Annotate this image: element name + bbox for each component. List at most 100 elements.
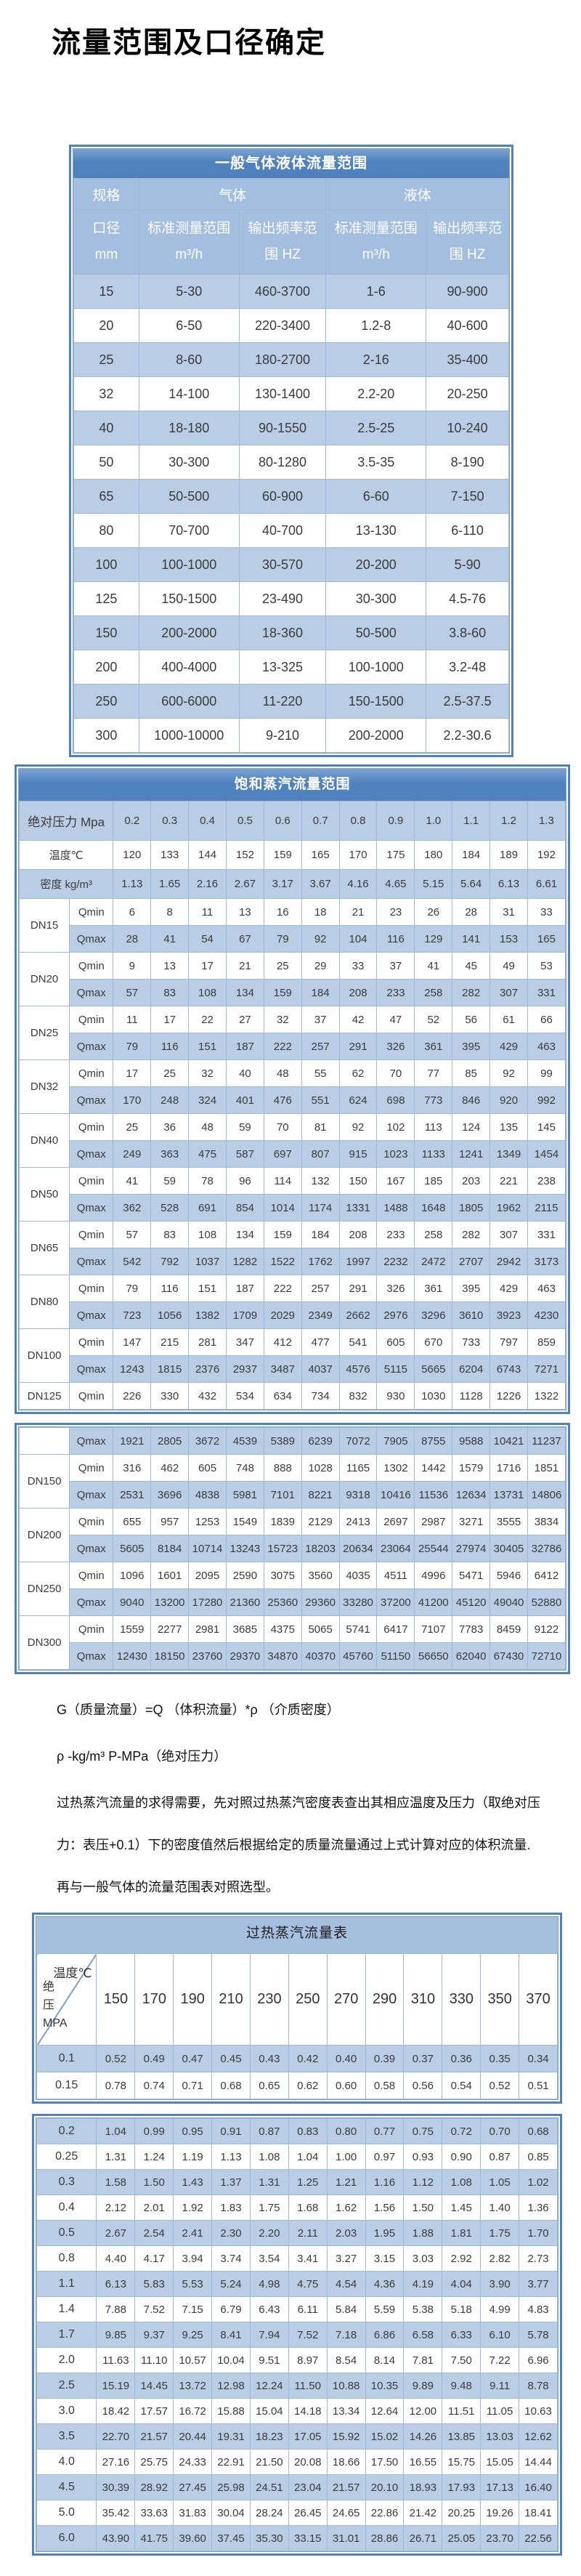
value-cell: 4838 <box>188 1481 227 1509</box>
value-cell: 45 <box>452 952 491 980</box>
value-cell: 31.83 <box>173 2500 213 2526</box>
value-cell: 11 <box>113 1006 152 1033</box>
row-label: Qmax <box>69 1588 114 1616</box>
value-cell: 324 <box>188 1086 227 1114</box>
value-cell: 25360 <box>263 1588 302 1616</box>
value-cell: 1000-10000 <box>138 718 240 753</box>
value-cell: 23064 <box>376 1535 415 1562</box>
dn-label: DN32 <box>18 1059 70 1114</box>
value-cell: 13731 <box>489 1481 528 1509</box>
value-cell: 8459 <box>489 1615 528 1643</box>
value-cell: 3610 <box>452 1301 491 1329</box>
table-row: DN20 Qmin 9 13 17 21 25 29 33 37 41 45 49 53 <box>18 952 566 1006</box>
value-cell: 145 <box>527 1113 566 1141</box>
value-cell: 57 <box>113 979 152 1006</box>
value-cell: 1030 <box>414 1382 453 1410</box>
table-row: DN80 Qmin 79 116 151 187 222 257 291 326 361 395 429… <box>18 1275 566 1329</box>
value-cell: 1.58 <box>96 2169 136 2195</box>
value-cell: 25.05 <box>442 2525 482 2551</box>
value-cell: 1.12 <box>403 2169 443 2195</box>
row-label: Qmax <box>69 1033 114 1060</box>
value-cell: 18-360 <box>238 615 327 650</box>
value-cell: 587 <box>225 1140 264 1168</box>
value-cell: 0.99 <box>134 2118 174 2144</box>
value-cell: 18.93 <box>403 2474 443 2500</box>
value-cell: 11-220 <box>238 684 327 719</box>
value-cell: 9.51 <box>249 2347 289 2373</box>
value-cell: 20.10 <box>365 2474 405 2500</box>
table-row: 25 8-60 180-2700 2-16 35-400 <box>73 342 509 377</box>
diameter-cell: 200 <box>73 650 139 685</box>
value-cell: 27.16 <box>96 2449 136 2475</box>
value-cell: 307 <box>489 1221 528 1248</box>
value-cell: 170 <box>113 1086 152 1114</box>
value-cell: 17.93 <box>442 2474 482 2500</box>
value-cell: 291 <box>338 1275 378 1302</box>
dn-label: DN80 <box>18 1275 70 1329</box>
value-cell: 41.75 <box>134 2525 174 2551</box>
value-cell: 9318 <box>338 1481 378 1509</box>
saturated-table-title: 饱和蒸汽流量范围 <box>19 769 566 801</box>
value-cell: 6.10 <box>480 2322 520 2348</box>
table-row: 6.0 43.90 41.75 39.60 37.45 35.30 33.15 31.01 28… <box>36 2525 558 2551</box>
value-cell: 0.95 <box>173 2118 213 2144</box>
value-cell: 25.75 <box>134 2449 174 2475</box>
row-label: Qmin <box>69 1221 114 1248</box>
row-label: Qmin <box>69 1006 114 1033</box>
value-cell: 1331 <box>338 1194 378 1222</box>
value-cell: 30-300 <box>325 581 427 616</box>
value-cell: 45760 <box>338 1642 378 1670</box>
value-cell: 0.87 <box>249 2118 289 2144</box>
value-cell: 67430 <box>489 1642 528 1670</box>
value-cell: 748 <box>225 1454 264 1482</box>
value-cell: 108 <box>188 1221 227 1248</box>
value-cell: 4576 <box>338 1355 378 1383</box>
temp-header-cell: 190 <box>173 1953 213 2046</box>
value-cell: 6.61 <box>527 869 566 899</box>
table-row: 温度℃ 120 133 144 152 159 165 170 175 180 184 189 192 <box>18 840 566 870</box>
value-cell: 221 <box>489 1167 528 1195</box>
value-cell: 72710 <box>527 1642 566 1670</box>
value-cell: 9.11 <box>480 2373 520 2399</box>
value-cell: 1.13 <box>211 2144 251 2170</box>
value-cell: 35.42 <box>96 2500 136 2526</box>
row-label: Qmin <box>69 1167 114 1195</box>
value-cell: 0.93 <box>403 2144 443 2170</box>
value-cell: 21.57 <box>134 2423 174 2450</box>
value-cell: 7.18 <box>326 2322 366 2348</box>
value-cell: 135 <box>489 1113 528 1141</box>
value-cell: 77 <box>414 1059 453 1087</box>
dn-label: DN25 <box>18 1006 70 1060</box>
value-cell: 5389 <box>263 1427 302 1455</box>
value-cell: 22.86 <box>365 2500 405 2526</box>
value-cell: 1579 <box>452 1454 491 1482</box>
value-cell: 13.03 <box>480 2423 520 2450</box>
value-cell: 21 <box>338 898 378 926</box>
diameter-cell: 20 <box>73 308 139 343</box>
value-cell: 0.6 <box>263 801 302 841</box>
value-cell: 8221 <box>301 1481 340 1509</box>
value-cell: 8-60 <box>138 342 240 377</box>
value-cell: 2981 <box>188 1615 227 1643</box>
value-cell: 697 <box>263 1140 302 1168</box>
value-cell: 226 <box>113 1382 152 1410</box>
value-cell: 8 <box>150 898 190 926</box>
value-cell: 141 <box>452 925 491 953</box>
liquid-header: 液体 <box>325 178 509 210</box>
value-cell: 24.33 <box>173 2449 213 2475</box>
value-cell: 21.50 <box>249 2449 289 2475</box>
value-cell: 6 <box>113 898 152 926</box>
value-cell: 2942 <box>489 1248 528 1275</box>
page-title: 流量范围及口径确定 <box>52 27 326 59</box>
value-cell: 37 <box>376 952 415 980</box>
value-cell: 2987 <box>414 1508 453 1535</box>
value-cell: 3.17 <box>263 869 302 899</box>
value-cell: 8.14 <box>365 2347 405 2373</box>
value-cell: 3.27 <box>326 2245 366 2272</box>
gas-liquid-table-title: 一般气体液体流量范围 <box>73 149 509 178</box>
value-cell: 20634 <box>338 1535 378 1562</box>
table-row: DN150 Qmin 316 462 605 748 888 1028 1165 1302 1442… <box>18 1454 566 1509</box>
value-cell: 1.24 <box>134 2144 174 2170</box>
value-cell: 2472 <box>414 1248 453 1275</box>
